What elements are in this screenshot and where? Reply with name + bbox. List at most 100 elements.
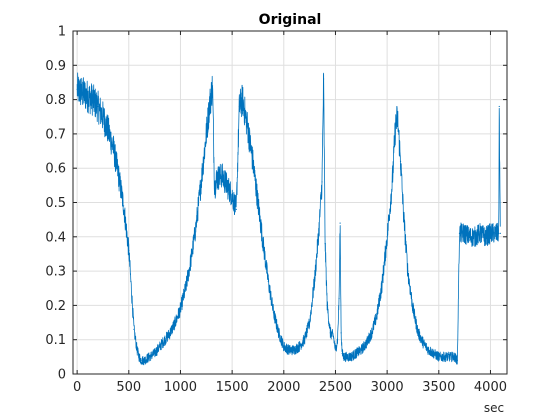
series-point (174, 321, 176, 324)
series-point (403, 215, 405, 217)
x-tick-label: 3500 (422, 380, 455, 395)
x-tick-label: 2000 (267, 380, 300, 395)
series-point (438, 356, 440, 358)
series-point (257, 201, 259, 204)
y-tick-label: 0.7 (45, 127, 66, 142)
series-point (365, 342, 368, 344)
series-point (164, 339, 166, 341)
series-line (76, 72, 501, 366)
series-point (360, 349, 362, 351)
series-point (321, 181, 323, 183)
x-tick-label: 4000 (474, 380, 507, 395)
series-point (130, 280, 132, 282)
series-point (213, 188, 216, 190)
series-point (381, 284, 383, 286)
series-point (200, 181, 202, 183)
series-point (350, 356, 352, 358)
series-layer (76, 72, 501, 366)
series-point (102, 116, 104, 118)
series-point (231, 195, 233, 197)
series-point (293, 349, 295, 351)
series-point (376, 315, 378, 317)
series-point (252, 160, 254, 162)
series-point (179, 308, 182, 310)
series-point (324, 243, 326, 245)
series-point (456, 359, 458, 361)
series-point (247, 126, 249, 128)
series-point (238, 105, 240, 108)
y-tick-label: 0 (58, 368, 66, 383)
series-point (334, 349, 337, 351)
x-tick-label: 0 (73, 380, 81, 395)
series-point (107, 129, 109, 132)
x-axis-unit-label: sec (484, 401, 504, 415)
series-point (226, 184, 228, 186)
series-point (216, 177, 218, 180)
series-point (338, 297, 340, 300)
series-point (81, 92, 83, 94)
series-point (399, 160, 402, 162)
series-point (443, 356, 445, 358)
series-point (433, 352, 435, 355)
y-tick-label: 1 (58, 25, 66, 40)
series-point (123, 205, 125, 207)
series-point (262, 243, 264, 245)
series-point (484, 236, 486, 238)
series-point (267, 280, 269, 282)
series-point (329, 332, 331, 334)
x-tick-label: 2500 (319, 380, 352, 395)
series-point (117, 174, 120, 176)
y-tick-label: 0.6 (45, 162, 66, 177)
y-tick-label: 0.4 (45, 230, 66, 245)
y-tick-label: 0.1 (45, 333, 66, 348)
series-point (283, 345, 285, 348)
series-point (128, 249, 130, 252)
series-point (427, 349, 430, 351)
series-point (458, 232, 461, 234)
series-point (140, 359, 142, 361)
chart-title: Original (259, 12, 322, 28)
series-point (422, 342, 424, 344)
series-point (92, 99, 94, 101)
series-point (241, 99, 244, 101)
series-point (272, 311, 275, 313)
series-point (154, 352, 156, 355)
series-point (340, 332, 342, 334)
x-tick-label: 1000 (164, 380, 197, 395)
series-point (322, 78, 325, 80)
y-tick-label: 0.2 (45, 299, 66, 314)
series-point (303, 339, 306, 341)
series-point (136, 349, 138, 351)
series-point (464, 232, 466, 234)
y-tick-label: 0.3 (45, 265, 66, 280)
series-point (208, 105, 210, 108)
y-tick-label: 0.8 (45, 93, 66, 108)
series-point (412, 308, 414, 310)
series-point (396, 116, 399, 118)
series-point (138, 356, 140, 358)
series-point (76, 88, 78, 90)
series-point (298, 345, 300, 348)
y-tick-label: 0.5 (45, 196, 66, 211)
series-point (489, 232, 492, 234)
series-point (394, 126, 396, 128)
series-point (479, 232, 481, 234)
series-point (371, 332, 373, 334)
x-tick-label: 3000 (371, 380, 404, 395)
x-tick-label: 500 (116, 380, 141, 395)
series-point (407, 270, 409, 272)
series-point (195, 225, 197, 228)
series-point (448, 356, 450, 358)
series-point (314, 277, 316, 279)
series-point (498, 105, 500, 108)
series-point (341, 352, 343, 355)
series-point (343, 356, 345, 358)
series-point (309, 321, 311, 324)
grid-layer (73, 30, 507, 375)
series-point (318, 229, 320, 231)
series-point (453, 356, 455, 358)
series-point (288, 349, 290, 351)
series-point (355, 352, 357, 355)
series-point (133, 328, 135, 331)
tick-layer: 0 500 1000 1500 2000 2500 3000 3500 4000 0 0.1 0.2 0… (45, 25, 507, 396)
